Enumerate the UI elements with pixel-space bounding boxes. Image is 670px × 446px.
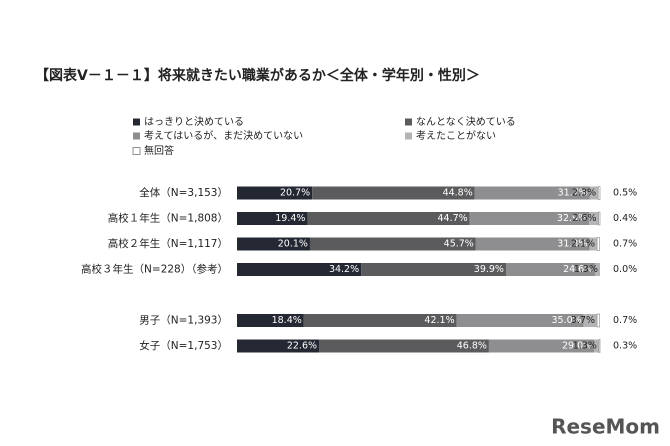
bar-segment [309,237,476,251]
bar-segment [456,314,584,327]
value-label: 31.7% [558,188,588,199]
value-label: 2.6% [572,213,596,224]
value-label: 39.9% [474,264,504,275]
y-tick-label: 高校３年生（N=228）（参考） [81,263,228,276]
value-label: 22.6% [287,341,317,352]
y-tick-label: 全体（N=3,153） [139,186,228,199]
value-label: 32.9% [557,213,587,224]
y-tick-label: 高校１年生（N=1,808） [108,212,228,225]
value-label: 29.0% [562,341,592,352]
value-label: 1.3% [574,264,598,275]
value-label: 35.0% [551,315,581,326]
value-label: 0.7% [613,239,637,250]
bar-segment [475,237,590,251]
bar-segment [595,263,600,276]
bar-segment [319,339,489,353]
value-label: 44.7% [437,213,467,224]
bar-segment [597,186,601,200]
value-label: 34.2% [329,264,359,275]
bar-segment [237,263,362,276]
bar-segment [594,339,599,353]
value-label: 0.0% [613,264,637,275]
bar-segment [469,212,590,225]
legend-label: 考えてはいるが、まだ決めていない [144,129,303,142]
bar-segment [237,212,308,225]
bar-segment [312,186,475,200]
chart-title: 【図表Ⅴ－１－１】将来就きたい職業があるか＜全体・学年別・性別＞ [35,67,480,84]
value-label: 20.1% [278,239,308,250]
bar-segment [596,313,600,328]
legend-swatch [405,118,412,126]
value-label: 2.1% [571,239,595,250]
bar-segment [598,211,601,226]
legend-label: はっきりと決めている [144,116,244,128]
value-label: 24.6% [563,264,593,275]
bar-segment [589,237,598,251]
bar-segment [488,339,595,353]
bar-segment [237,186,313,200]
y-tick-label: 女子（N=1,753） [139,339,228,352]
value-label: 0.7% [613,315,637,326]
value-label: 46.8% [457,341,487,352]
value-label: 0.4% [613,213,637,224]
value-label: 18.4% [272,315,302,326]
value-label: 0.5% [613,188,637,199]
y-tick-label: 男子（N=1,393） [139,315,228,327]
legend-label: 無回答 [144,144,174,157]
bar-segment [307,212,470,225]
legend-swatch [133,118,140,126]
value-label: 45.7% [444,239,474,250]
value-label: 42.1% [424,315,454,326]
value-label: 1.3% [573,341,597,352]
bar-segment [237,237,310,251]
bar-segment [237,339,320,353]
legend-swatch [133,132,140,140]
value-label: 19.4% [275,213,305,224]
value-label: 2.3% [572,188,596,199]
value-label: 20.7% [280,188,310,199]
bar-segment [474,186,590,200]
value-label: 0.3% [613,341,637,352]
bar-segment [596,237,600,251]
value-label: 31.3% [557,239,587,250]
value-label: 3.7% [571,315,595,326]
legend-label: なんとなく決めている [416,116,516,128]
value-label: 44.8% [443,188,473,199]
bar-segment [237,314,304,327]
bar-segment [505,263,596,276]
watermark: ReseMom [551,415,660,439]
bar-segment [589,212,599,225]
bar-segment [303,314,457,327]
legend-swatch [132,147,141,155]
bar-segment [589,186,599,200]
legend-swatch [405,132,412,140]
bar-segment [583,314,598,327]
bar-segment [598,339,601,353]
legend-label: 考えたことがない [416,129,496,142]
y-tick-label: 高校２年生（N=1,117） [108,237,228,250]
bar-segment [361,263,506,276]
